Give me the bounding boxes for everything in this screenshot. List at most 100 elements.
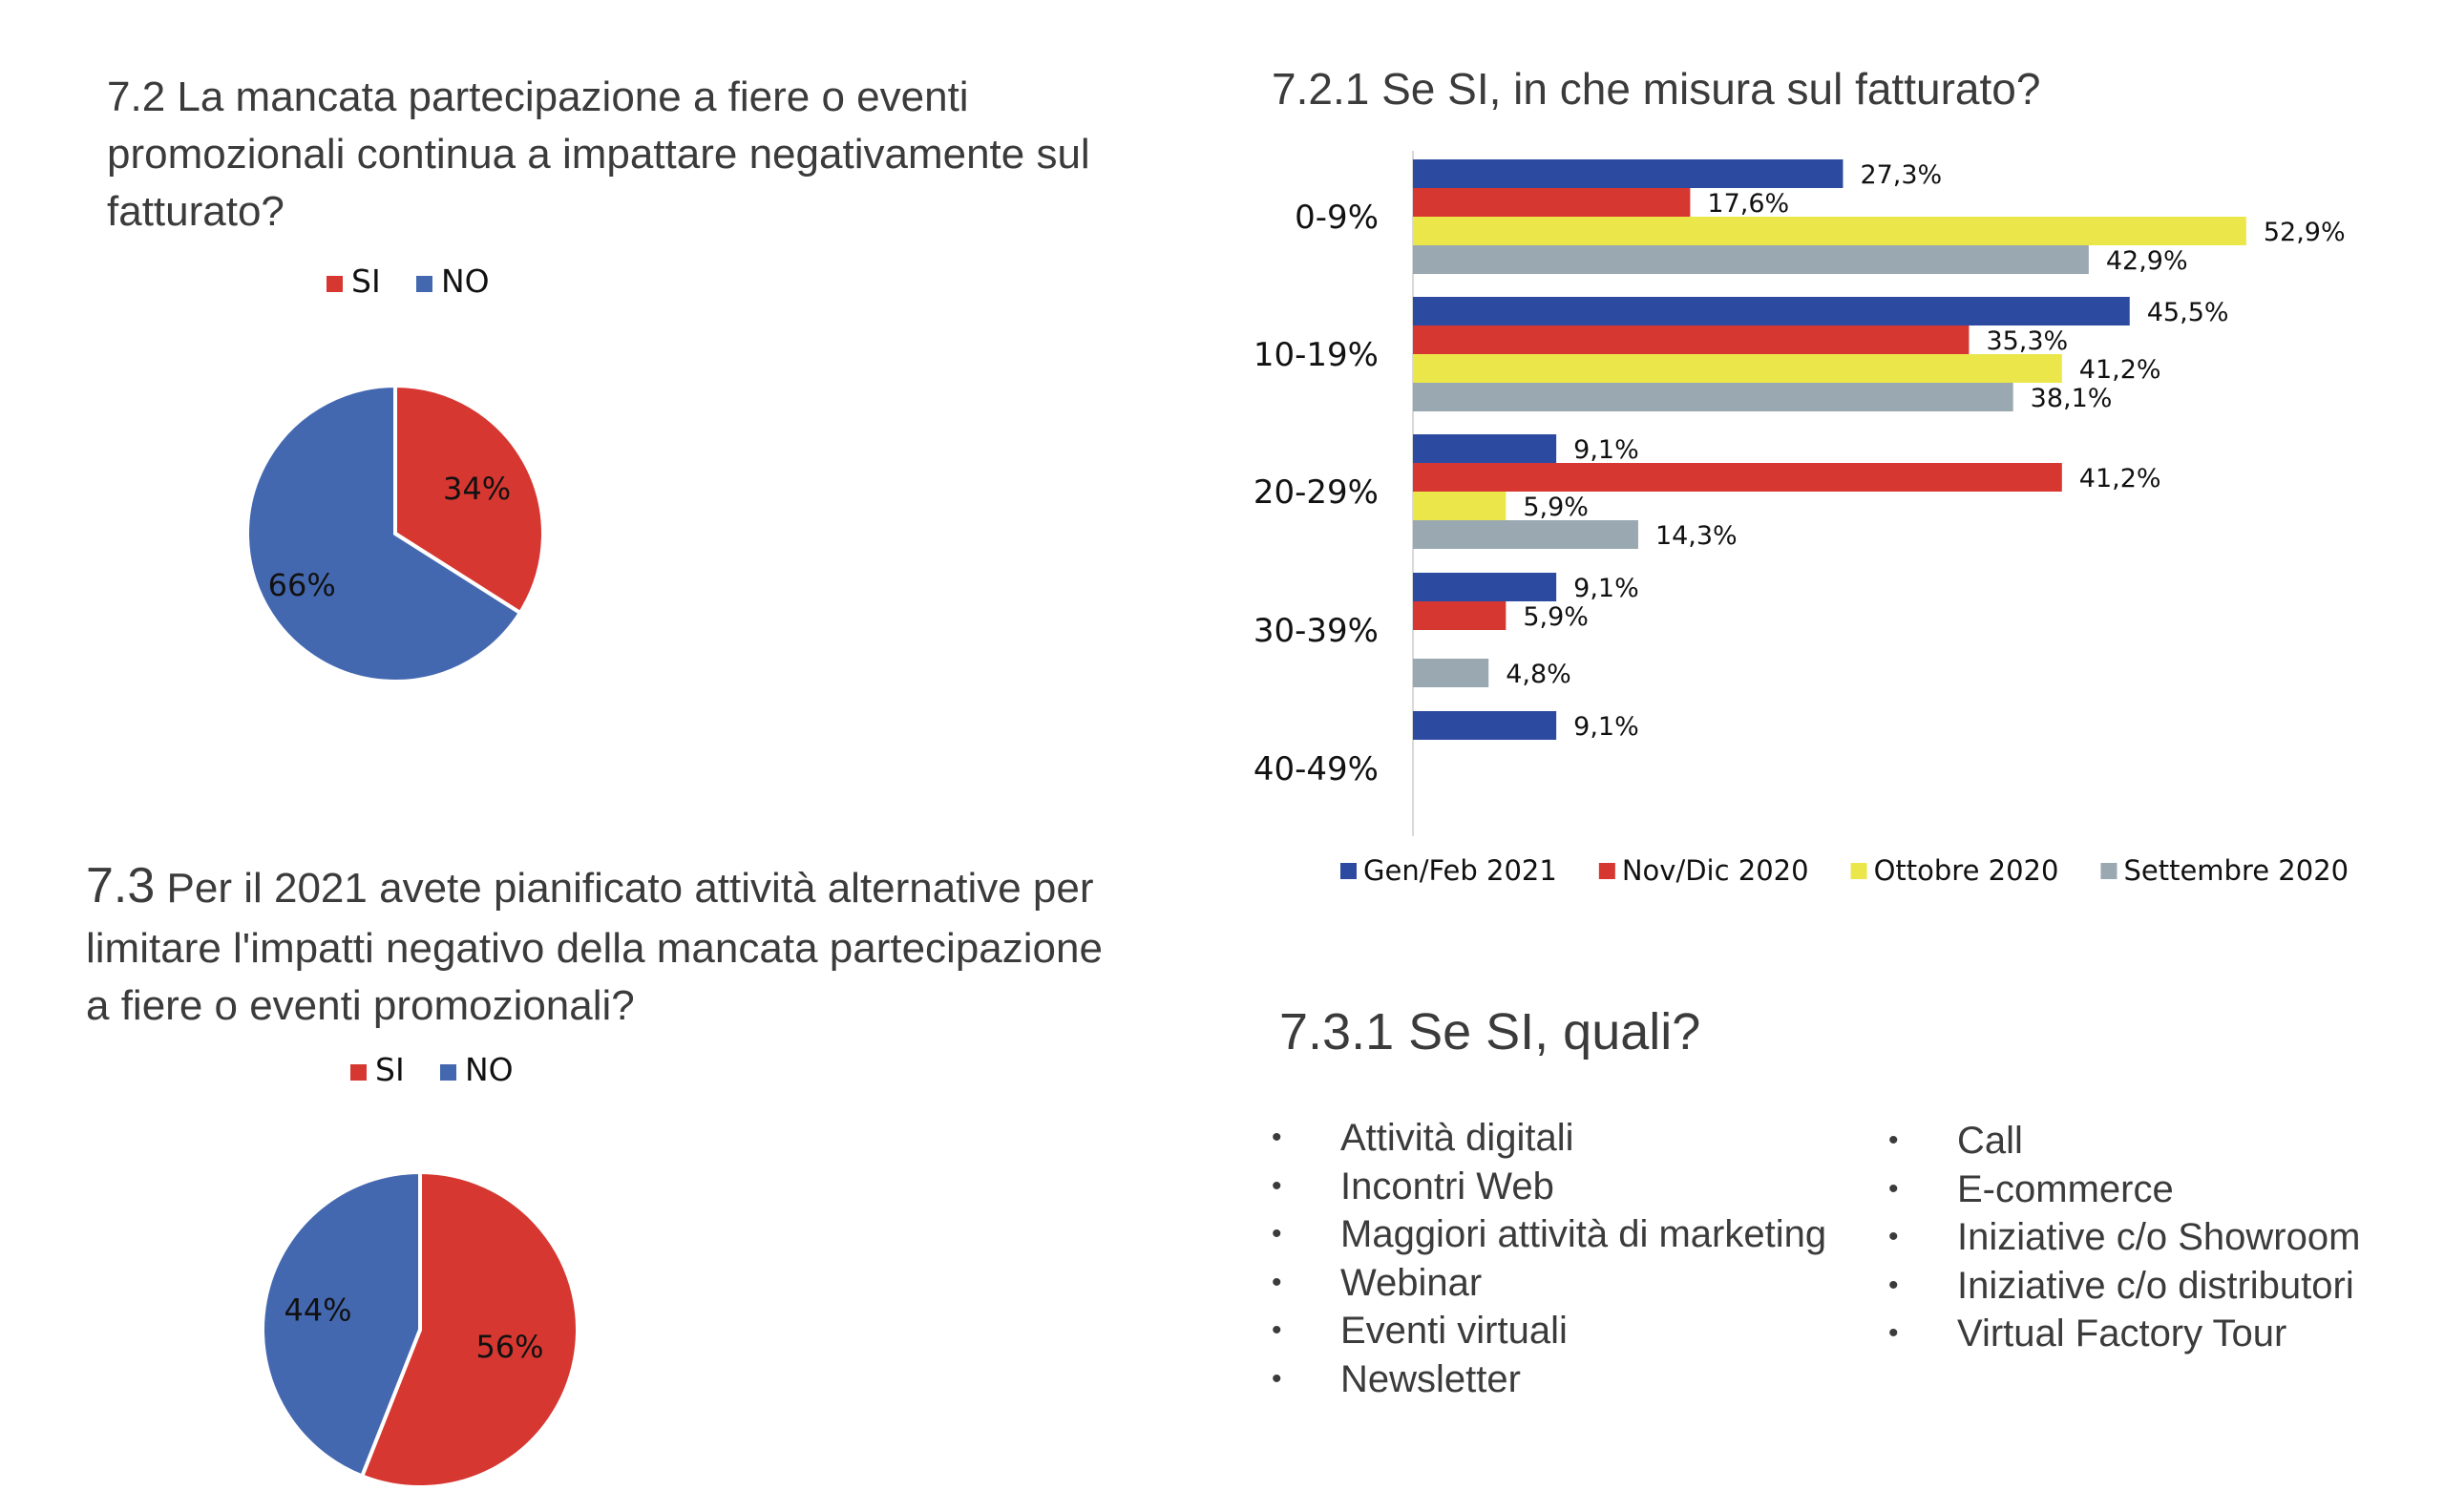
pie-slice-label: 66% (268, 567, 336, 603)
list-title: 7.3.1 Se SI, quali? (1279, 1003, 1701, 1060)
list-item-label: Newsletter (1340, 1357, 1521, 1400)
data-label: 9,1% (1573, 574, 1639, 603)
legend-label: NO (465, 1051, 514, 1088)
pie-slice (261, 1169, 422, 1480)
data-label: 35,3% (1986, 326, 2068, 356)
list-item-label: Webinar (1340, 1261, 1483, 1304)
legend-label: Nov/Dic 2020 (1622, 854, 1809, 887)
bullet-icon: • (1888, 1172, 1899, 1205)
question-7-3-line: 7.3 Per il 2021 avete pianificato attivi… (86, 852, 1103, 920)
data-label: 42,9% (2106, 246, 2188, 276)
question-7-2: 7.2 La mancata partecipazione a fiere o … (107, 69, 1090, 240)
category-label: 30-39% (1254, 612, 1379, 650)
bullet-icon: • (1272, 1266, 1282, 1298)
data-label: 45,5% (2147, 298, 2229, 327)
bar (1413, 711, 1557, 740)
legend-label: SI (351, 262, 381, 300)
list-item: • Call (1888, 1117, 2360, 1166)
legend-label: Ottobre 2020 (1874, 854, 2059, 887)
list-item-label: Virtual Factory Tour (1957, 1312, 2287, 1354)
question-7-3-text: Per il 2021 avete pianificato attività a… (155, 865, 1094, 912)
data-label: 52,9% (2264, 218, 2346, 247)
list-item: • Eventi virtuali (1272, 1307, 1826, 1355)
bar (1413, 245, 2089, 274)
data-label: 9,1% (1573, 435, 1639, 465)
bar-chart: 0-9% 10-19% 20-29% 30-39% 40-49% 27,3% 45,5% 9,… (1254, 151, 2349, 887)
legend-label: SI (375, 1051, 405, 1088)
question-7-3: 7.3 Per il 2021 avete pianificato attivi… (86, 852, 1103, 1034)
list-item-label: Iniziative c/o distributori (1957, 1264, 2354, 1307)
legend-swatch (327, 276, 343, 292)
legend-label: NO (441, 262, 490, 300)
bullet-icon: • (1272, 1362, 1282, 1395)
data-label: 27,3% (1860, 160, 1942, 190)
list-item: • Incontri Web (1272, 1163, 1826, 1211)
data-label: 9,1% (1573, 712, 1639, 742)
legend-swatch (1340, 863, 1357, 879)
bar (1413, 326, 1970, 354)
bar (1413, 492, 1506, 520)
data-label: 38,1% (2031, 384, 2113, 413)
bar (1413, 159, 1844, 188)
list-item-label: Maggiori attività di marketing (1340, 1213, 1827, 1255)
list-item-label: Call (1957, 1120, 2023, 1162)
question-7-2-line: 7.2 La mancata partecipazione a fiere o … (107, 74, 969, 120)
bullet-icon: • (1272, 1218, 1282, 1250)
bullet-icon: • (1272, 1122, 1282, 1153)
legend-swatch (416, 276, 432, 292)
pie-chart: 34% 66% SI NO (245, 262, 545, 683)
list-item: • Iniziative c/o Showroom (1888, 1213, 2360, 1262)
bullet-icon: • (1888, 1221, 1899, 1252)
pie-slice-label: 34% (443, 471, 511, 507)
question-7-3-line: a fiere o eventi promozionali? (86, 981, 635, 1029)
data-label: 41,2% (2079, 355, 2161, 385)
bar (1413, 434, 1557, 463)
category-label: 40-49% (1254, 750, 1379, 788)
data-label: 5,9% (1523, 602, 1589, 632)
bar (1413, 601, 1506, 630)
pie-slice-label: 56% (475, 1329, 543, 1365)
list-item: • Webinar (1272, 1259, 1826, 1308)
list-item-label: Iniziative c/o Showroom (1957, 1216, 2361, 1258)
legend-swatch (440, 1064, 456, 1081)
list-item: • Newsletter (1272, 1355, 1826, 1404)
bullet-icon: • (1888, 1317, 1899, 1349)
question-7-3-number: 7.3 (86, 858, 156, 914)
data-label: 5,9% (1523, 493, 1589, 522)
question-7-2-line: promozionali continua a impattare negati… (107, 130, 1090, 178)
bullet-icon: • (1272, 1169, 1282, 1202)
bullet-icon: • (1888, 1124, 1899, 1156)
question-7-2-line: fatturato? (107, 187, 284, 235)
list-item: • Maggiori attività di marketing (1272, 1210, 1826, 1259)
legend-swatch (2100, 863, 2117, 879)
pie-slice (359, 1169, 579, 1489)
category-label: 0-9% (1295, 199, 1379, 237)
bar (1413, 659, 1489, 687)
bullet-icon: • (1272, 1314, 1282, 1346)
bar (1413, 297, 2130, 326)
bar (1413, 520, 1638, 549)
data-label: 14,3% (1655, 521, 1738, 551)
category-label: 20-29% (1254, 473, 1379, 512)
question-7-3-line: limitare l'impatti negativo della mancat… (86, 924, 1103, 972)
list-item: • Virtual Factory Tour (1888, 1310, 2360, 1358)
list-item-label: Eventi virtuali (1340, 1310, 1568, 1352)
list-item: • E-commerce (1888, 1166, 2360, 1214)
activities-list-right: • Call • E-commerce • Iniziative c/o Showro… (1888, 1117, 2360, 1358)
bar (1413, 354, 2062, 383)
data-label: 17,6% (1707, 189, 1789, 219)
bar (1413, 217, 2246, 245)
list-item: • Iniziative c/o distributori (1888, 1262, 2360, 1311)
bar-chart-title: 7.2.1 Se SI, in che misura sul fatturato… (1272, 64, 2041, 114)
activities-list-left: • Attività digitali • Incontri Web • Maggio… (1272, 1114, 1826, 1403)
bullet-icon: • (1888, 1269, 1899, 1301)
list-item: • Attività digitali (1272, 1114, 1826, 1163)
list-item-label: E-commerce (1957, 1167, 2174, 1210)
bar (1413, 463, 2062, 492)
data-label: 41,2% (2079, 464, 2161, 494)
legend-label: Settembre 2020 (2123, 854, 2349, 887)
legend-swatch (350, 1064, 367, 1081)
legend-label: Gen/Feb 2021 (1363, 854, 1557, 887)
legend-swatch (1850, 863, 1867, 879)
